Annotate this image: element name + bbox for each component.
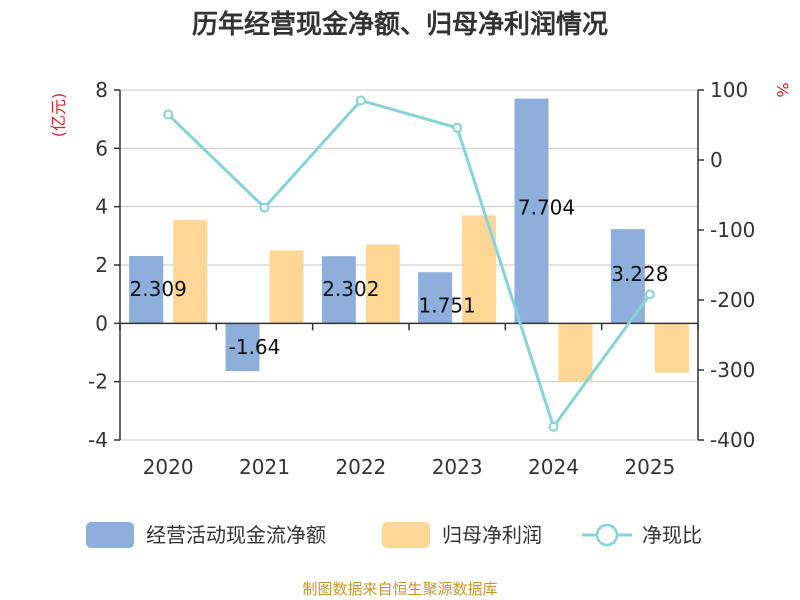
data-label-cashflow-2020: 2.309: [130, 277, 187, 301]
right-tick-label: 0: [710, 148, 723, 172]
ratio-point-2022: [355, 95, 366, 106]
legend-swatch-cashflow: [86, 522, 134, 548]
bar-net-profit-2024: [558, 323, 593, 382]
ratio-point-2021: [259, 202, 270, 213]
legend-label-cashflow: 经营活动现金流净额: [146, 523, 326, 547]
x-tick-label-2023: 2023: [432, 455, 483, 479]
bar-cashflow-2020: [129, 255, 164, 324]
data-label-cashflow-2023: 1.751: [419, 293, 476, 317]
ratio-line: [163, 95, 655, 432]
ratio-point-2024: [548, 421, 559, 432]
x-tick-label-2024: 2024: [528, 455, 579, 479]
x-tick-label-2025: 2025: [624, 455, 675, 479]
left-axis-unit: (亿元): [49, 93, 68, 138]
data-label-cashflow-2025: 3.228: [611, 262, 668, 286]
right-tick-label: 100: [710, 78, 748, 102]
axes: 8 6 4 2 0 -2 -4 100 0 -100 -200 -300 -400 2020 2021 202…: [88, 78, 755, 479]
bar-cashflow-2022: [321, 256, 356, 324]
x-tick-label-2020: 2020: [143, 455, 194, 479]
right-tick-label: -200: [710, 288, 755, 312]
ratio-point-2020: [163, 109, 174, 120]
x-tick-label-2021: 2021: [239, 455, 290, 479]
left-tick-label: -2: [88, 370, 108, 394]
right-tick-label: -400: [710, 428, 755, 452]
x-tick-label-2022: 2022: [335, 455, 386, 479]
data-labels: 2.309 -1.64 2.302 1.751 7.704 3.228: [130, 196, 669, 360]
ratio-point-2023: [452, 122, 463, 133]
bar-cashflow-2021: [225, 323, 260, 372]
data-label-cashflow-2021: -1.64: [229, 335, 281, 359]
left-tick-label: 4: [95, 195, 108, 219]
bar-cashflow-2024: [514, 98, 549, 324]
bar-net-profit-2022: [365, 244, 400, 324]
bar-net-profit-2020: [173, 219, 208, 324]
gridlines: [120, 89, 698, 441]
right-axis-unit: %: [773, 82, 792, 97]
left-tick-label: 2: [95, 253, 108, 277]
bar-net-profit-2025: [654, 323, 689, 373]
left-tick-label: 8: [95, 78, 108, 102]
legend-label-net-profit: 归母净利润: [442, 523, 542, 547]
ratio-polyline: [167, 99, 652, 429]
data-label-cashflow-2022: 2.302: [322, 277, 379, 301]
left-tick-label: 6: [95, 136, 108, 160]
right-tick-label: -100: [710, 218, 755, 242]
bar-cashflow-2023: [418, 272, 453, 324]
data-label-cashflow-2024: 7.704: [518, 196, 575, 220]
chart-title: 历年经营现金净额、归母净利润情况: [192, 9, 608, 40]
bar-net-profit-2021: [269, 250, 304, 324]
data-source: 制图数据来自恒生聚源数据库: [302, 580, 497, 598]
legend-marker-ratio: [595, 523, 619, 547]
left-tick-label: 0: [95, 311, 108, 335]
legend-label-ratio: 净现比: [642, 523, 702, 547]
ratio-point-2025: [644, 289, 655, 300]
legend-swatch-net-profit: [382, 522, 430, 548]
right-tick-label: -300: [710, 358, 755, 382]
legend: 经营活动现金流净额 归母净利润 净现比: [86, 522, 702, 548]
bars: [129, 98, 689, 382]
left-tick-label: -4: [88, 428, 108, 452]
